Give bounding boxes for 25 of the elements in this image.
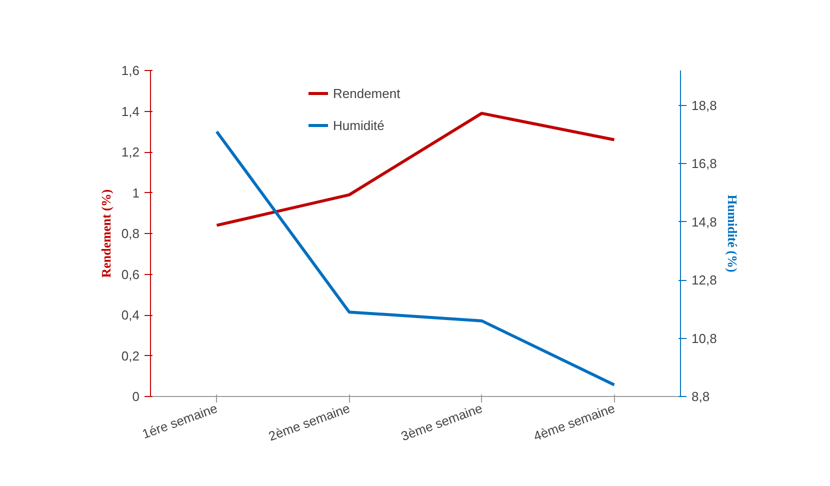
legend-label: Humidité <box>333 118 384 132</box>
line-series <box>215 130 616 386</box>
legend-label: Rendement <box>333 86 400 100</box>
y-tick-label: 1,2 <box>121 144 140 160</box>
y-tick-label: 0 <box>132 389 140 404</box>
y-tick-label: 0,6 <box>121 266 140 282</box>
y-axis-title: Rendement (%) <box>98 189 114 278</box>
y-tick-label: 1,4 <box>121 104 140 119</box>
y-tick-label: 0,4 <box>121 308 140 322</box>
x-tick-label: 2ème semaine <box>266 400 352 444</box>
y-tick-label: 1 <box>132 185 140 200</box>
x-tick-label: 1ére semaine <box>140 400 220 442</box>
x-tick-label: 3ème semaine <box>399 400 484 444</box>
y2-tick-label: 18,8 <box>692 98 717 113</box>
y2-tick-label: 8,8 <box>692 389 710 404</box>
line-series <box>215 112 616 227</box>
y-tick-label: 0,2 <box>121 348 140 364</box>
y2-tick-label: 12,8 <box>692 272 717 288</box>
x-tick-label: 4ème semaine <box>532 400 617 444</box>
y2-axis-title: Humidité (%) <box>724 194 740 272</box>
y2-tick-label: 16,8 <box>692 156 717 172</box>
y-tick-label: 1,6 <box>121 63 140 78</box>
y-tick-label: 0,8 <box>121 226 140 241</box>
y2-tick-label: 10,8 <box>692 330 717 346</box>
y2-tick-label: 14,8 <box>692 214 717 230</box>
